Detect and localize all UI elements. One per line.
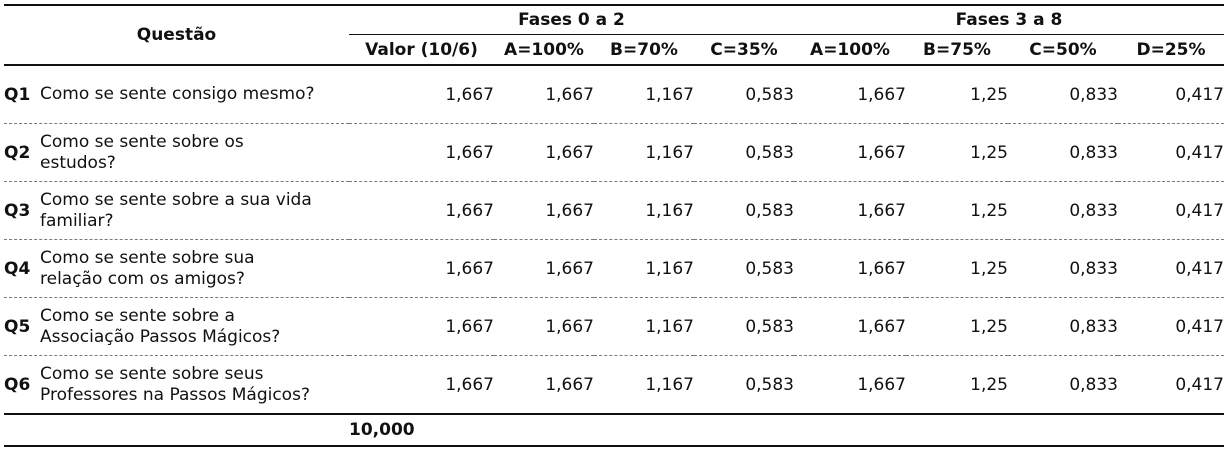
- value-cell: 1,667: [794, 355, 906, 415]
- value-cell: 1,25: [906, 123, 1008, 182]
- value-cell: 0,833: [1008, 123, 1118, 182]
- total-empty-cell: [694, 414, 794, 447]
- table-row: Q1 Como se sente consigo mesmo? 1,667 1,…: [4, 65, 1224, 124]
- value-cell: 0,417: [1118, 65, 1224, 124]
- column-header-b2: B=75%: [906, 34, 1008, 66]
- question-id: Q3: [4, 200, 31, 221]
- question-cell: Q1 Como se sente consigo mesmo?: [4, 65, 349, 124]
- value-cell: 1,667: [794, 123, 906, 182]
- total-empty-cell: [794, 414, 906, 447]
- question-text: Como se sente sobre os estudos?: [40, 131, 244, 173]
- question-cell: Q5 Como se sente sobre a Associação Pass…: [4, 297, 349, 356]
- question-cell: Q2 Como se sente sobre os estudos?: [4, 123, 349, 182]
- question-cell: Q3 Como se sente sobre a sua vida famili…: [4, 181, 349, 240]
- value-cell: 1,667: [349, 123, 494, 182]
- total-value: 10,000: [349, 414, 494, 447]
- table-row: Q6 Como se sente sobre seus Professores …: [4, 355, 1224, 415]
- value-cell: 0,583: [694, 297, 794, 356]
- table-row: Q3 Como se sente sobre a sua vida famili…: [4, 181, 1224, 240]
- value-cell: 0,583: [694, 355, 794, 415]
- value-cell: 0,833: [1008, 355, 1118, 415]
- value-cell: 1,667: [794, 65, 906, 124]
- value-cell: 0,583: [694, 181, 794, 240]
- score-table: Questão Fases 0 a 2 Fases 3 a 8 Valor (1…: [4, 4, 1224, 447]
- question-text: Como se sente sobre a Associação Passos …: [40, 305, 281, 347]
- column-header-c2: C=50%: [1008, 34, 1118, 66]
- value-cell: 1,167: [594, 65, 694, 124]
- value-cell: 1,667: [494, 65, 594, 124]
- value-cell: 1,667: [494, 297, 594, 356]
- value-cell: 1,667: [494, 123, 594, 182]
- total-empty-cell: [906, 414, 1008, 447]
- question-id: Q5: [4, 316, 31, 337]
- value-cell: 1,167: [594, 297, 694, 356]
- question-id: Q2: [4, 142, 31, 163]
- total-row: 10,000: [4, 414, 1224, 447]
- value-cell: 0,417: [1118, 181, 1224, 240]
- value-cell: 0,583: [694, 123, 794, 182]
- value-cell: 1,667: [494, 239, 594, 298]
- table-row: Q2 Como se sente sobre os estudos? 1,667…: [4, 123, 1224, 182]
- value-cell: 1,25: [906, 355, 1008, 415]
- value-cell: 1,167: [594, 239, 694, 298]
- question-cell: Q6 Como se sente sobre seus Professores …: [4, 355, 349, 415]
- total-label-cell: [4, 414, 349, 447]
- value-cell: 0,833: [1008, 65, 1118, 124]
- value-cell: 1,167: [594, 355, 694, 415]
- value-cell: 0,833: [1008, 239, 1118, 298]
- value-cell: 1,667: [349, 181, 494, 240]
- header-row-groups: Questão Fases 0 a 2 Fases 3 a 8: [4, 4, 1224, 66]
- table-row: Q4 Como se sente sobre sua relação com o…: [4, 239, 1224, 298]
- total-empty-cell: [594, 414, 694, 447]
- column-header-d2: D=25%: [1118, 34, 1224, 66]
- question-text: Como se sente sobre sua relação com os a…: [40, 247, 255, 289]
- score-table-container: Questão Fases 0 a 2 Fases 3 a 8 Valor (1…: [4, 4, 1224, 447]
- value-cell: 0,417: [1118, 355, 1224, 415]
- header-row-columns: Valor (10/6) A=100% B=70% C=35% A=100% B…: [4, 34, 1224, 66]
- value-cell: 1,25: [906, 297, 1008, 356]
- total-empty-cell: [1118, 414, 1224, 447]
- value-cell: 1,25: [906, 65, 1008, 124]
- group-header-fases-0-2: Fases 0 a 2: [349, 4, 794, 35]
- value-cell: 0,833: [1008, 181, 1118, 240]
- value-cell: 1,667: [794, 239, 906, 298]
- value-cell: 1,667: [349, 239, 494, 298]
- column-header-c1: C=35%: [694, 34, 794, 66]
- value-cell: 1,667: [349, 355, 494, 415]
- value-cell: 0,583: [694, 239, 794, 298]
- value-cell: 1,167: [594, 123, 694, 182]
- value-cell: 1,667: [494, 355, 594, 415]
- value-cell: 1,167: [594, 181, 694, 240]
- value-cell: 1,667: [349, 297, 494, 356]
- total-empty-cell: [494, 414, 594, 447]
- value-cell: 0,417: [1118, 297, 1224, 356]
- question-text: Como se sente consigo mesmo?: [40, 84, 315, 104]
- value-cell: 1,25: [906, 181, 1008, 240]
- column-header-valor: Valor (10/6): [349, 34, 494, 66]
- value-cell: 0,417: [1118, 123, 1224, 182]
- table-row: Q5 Como se sente sobre a Associação Pass…: [4, 297, 1224, 356]
- column-header-a2: A=100%: [794, 34, 906, 66]
- question-cell: Q4 Como se sente sobre sua relação com o…: [4, 239, 349, 298]
- question-column-header: Questão: [4, 4, 349, 66]
- value-cell: 0,833: [1008, 297, 1118, 356]
- value-cell: 0,583: [694, 65, 794, 124]
- value-cell: 1,667: [494, 181, 594, 240]
- value-cell: 1,667: [794, 181, 906, 240]
- question-id: Q6: [4, 374, 31, 395]
- question-id: Q4: [4, 258, 31, 279]
- question-text: Como se sente sobre a sua vida familiar?: [40, 189, 312, 231]
- value-cell: 1,25: [906, 239, 1008, 298]
- total-empty-cell: [1008, 414, 1118, 447]
- value-cell: 1,667: [794, 297, 906, 356]
- group-header-fases-3-8: Fases 3 a 8: [794, 4, 1224, 35]
- column-header-a1: A=100%: [494, 34, 594, 66]
- value-cell: 0,417: [1118, 239, 1224, 298]
- question-id: Q1: [4, 84, 31, 105]
- column-header-b1: B=70%: [594, 34, 694, 66]
- value-cell: 1,667: [349, 65, 494, 124]
- question-text: Como se sente sobre seus Professores na …: [40, 363, 310, 405]
